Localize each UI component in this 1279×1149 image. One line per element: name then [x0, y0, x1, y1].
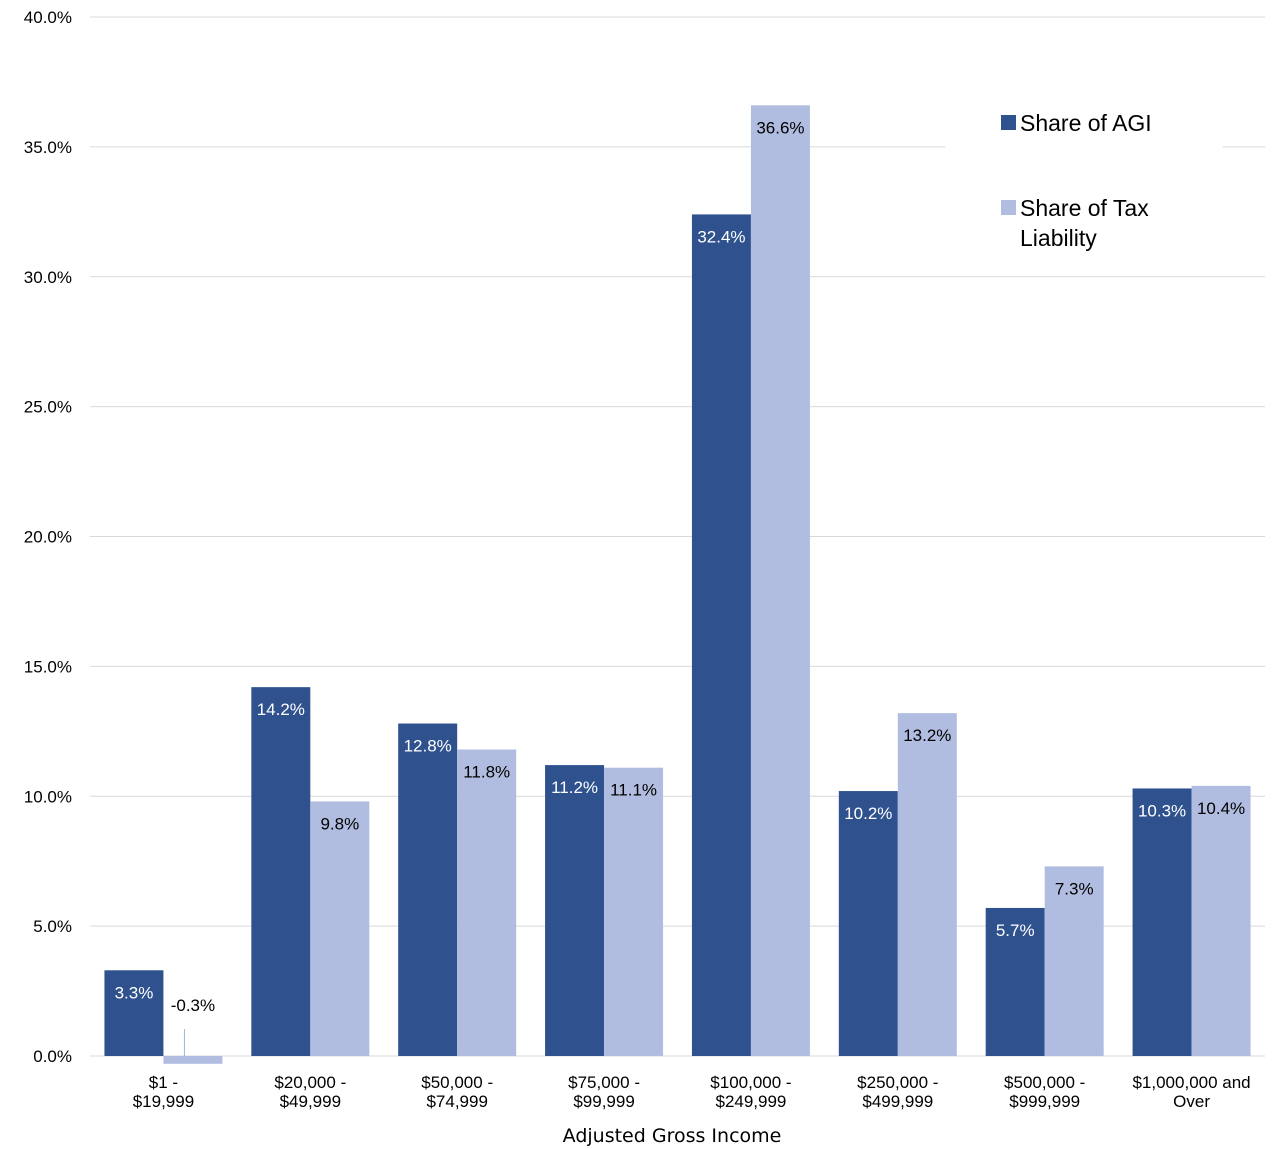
y-tick-label: 20.0% [24, 528, 72, 547]
x-tick-label-line: $74,999 [426, 1092, 487, 1111]
y-tick-label: 25.0% [24, 398, 72, 417]
data-label: 11.2% [551, 778, 598, 797]
bar-share-of-agi [545, 765, 605, 1056]
x-tick-label-line: $20,000 - [274, 1073, 346, 1092]
data-label: 13.2% [903, 726, 951, 745]
x-tick-label-line: $19,999 [133, 1092, 194, 1111]
data-label: 14.2% [257, 700, 305, 719]
x-tick-label-line: $250,000 - [857, 1073, 938, 1092]
y-tick-label: 10.0% [24, 787, 72, 806]
x-tick-label: $100,000 -$249,999 [710, 1073, 791, 1111]
x-tick-label-line: $1 - [149, 1073, 178, 1092]
bar-share-of-agi [251, 687, 311, 1056]
x-tick-label: $20,000 -$49,999 [274, 1073, 346, 1111]
x-tick-label-line: Over [1173, 1092, 1210, 1111]
bar-share-of-agi [104, 970, 164, 1056]
x-tick-label-line: $49,999 [280, 1092, 341, 1111]
data-label: 3.3% [115, 983, 154, 1002]
x-tick-label-line: $1,000,000 and [1132, 1073, 1250, 1092]
legend-item-share-of-agi: Share of AGI [1020, 110, 1152, 136]
x-tick-label-line: $50,000 - [421, 1073, 493, 1092]
bar-share-of-tax-liability [457, 749, 517, 1056]
x-tick-label-line: $100,000 - [710, 1073, 791, 1092]
bar-share-of-agi [985, 907, 1045, 1056]
bar-share-of-tax-liability [604, 767, 664, 1056]
x-tick-label-line: $500,000 - [1004, 1073, 1085, 1092]
data-label: 10.3% [1138, 801, 1186, 820]
x-tick-label: $250,000 -$499,999 [857, 1073, 938, 1111]
data-label: 32.4% [697, 227, 745, 246]
legend-item-share-of-tax-liability: Share of Tax Liability [1020, 195, 1149, 251]
bar-share-of-agi [691, 214, 751, 1056]
x-tick-label-line: $99,999 [573, 1092, 634, 1111]
y-tick-label: 0.0% [33, 1047, 72, 1066]
legend-background [945, 95, 1223, 265]
x-tick-label: $50,000 -$74,999 [421, 1073, 493, 1111]
bars [104, 105, 1251, 1064]
bar-share-of-agi [1132, 788, 1192, 1056]
data-label: 5.7% [996, 921, 1035, 940]
y-tick-label: 40.0% [24, 8, 72, 27]
legend: Share of AGI Share of Tax Liability [945, 95, 1223, 265]
x-tick-label-line: $999,999 [1009, 1092, 1080, 1111]
bar-share-of-tax-liability [310, 801, 370, 1056]
data-label: 9.8% [320, 814, 359, 833]
legend-label-line: Share of Tax [1020, 195, 1149, 221]
bar-share-of-tax-liability [1191, 785, 1251, 1056]
data-label: 11.8% [463, 762, 510, 781]
data-label: 12.8% [404, 737, 452, 756]
bar-share-of-tax-liability [163, 1056, 223, 1064]
legend-label-line: Share of AGI [1020, 110, 1152, 136]
data-labels: 3.3% 14.2% 12.8% 11.2% 32.4% 10.2% 5.7% 10.3% -0… [115, 118, 1245, 1056]
data-label: 7.3% [1055, 879, 1094, 898]
x-tick-label: $1,000,000 and Over [1132, 1073, 1250, 1111]
x-tick-label: $1 -$19,999 [133, 1073, 194, 1111]
x-tick-label-line: $499,999 [862, 1092, 933, 1111]
legend-label-line: Liability [1020, 225, 1097, 251]
bar-share-of-agi [838, 791, 898, 1056]
x-axis-title: Adjusted Gross Income [563, 1125, 782, 1147]
y-tick-label: 5.0% [33, 917, 72, 936]
legend-swatch [1001, 200, 1016, 215]
data-label: 10.4% [1197, 799, 1245, 818]
bar-share-of-agi [398, 723, 458, 1056]
data-label: 36.6% [756, 118, 804, 137]
x-tick-label: $75,000 -$99,999 [568, 1073, 640, 1111]
x-tick-label-line: $249,999 [715, 1092, 786, 1111]
legend-swatch [1001, 115, 1016, 130]
bar-share-of-tax-liability [1044, 866, 1104, 1056]
x-axis-tick-labels: $1 -$19,999 $20,000 -$49,999 $50,000 -$74,… [133, 1073, 1251, 1111]
y-axis-tick-labels: 0.0% 5.0% 10.0% 15.0% 20.0% 25.0% 30.0% 35.0% 40… [24, 8, 72, 1066]
y-tick-label: 35.0% [24, 138, 72, 157]
bar-share-of-tax-liability [897, 713, 957, 1056]
data-label: 11.1% [610, 781, 657, 800]
y-tick-label: 15.0% [24, 657, 72, 676]
y-tick-label: 30.0% [24, 268, 72, 287]
x-tick-label-line: $75,000 - [568, 1073, 640, 1092]
bar-share-of-tax-liability [750, 105, 810, 1056]
x-tick-label: $500,000 -$999,999 [1004, 1073, 1085, 1111]
data-label: -0.3% [171, 996, 215, 1015]
data-label: 10.2% [844, 804, 892, 823]
